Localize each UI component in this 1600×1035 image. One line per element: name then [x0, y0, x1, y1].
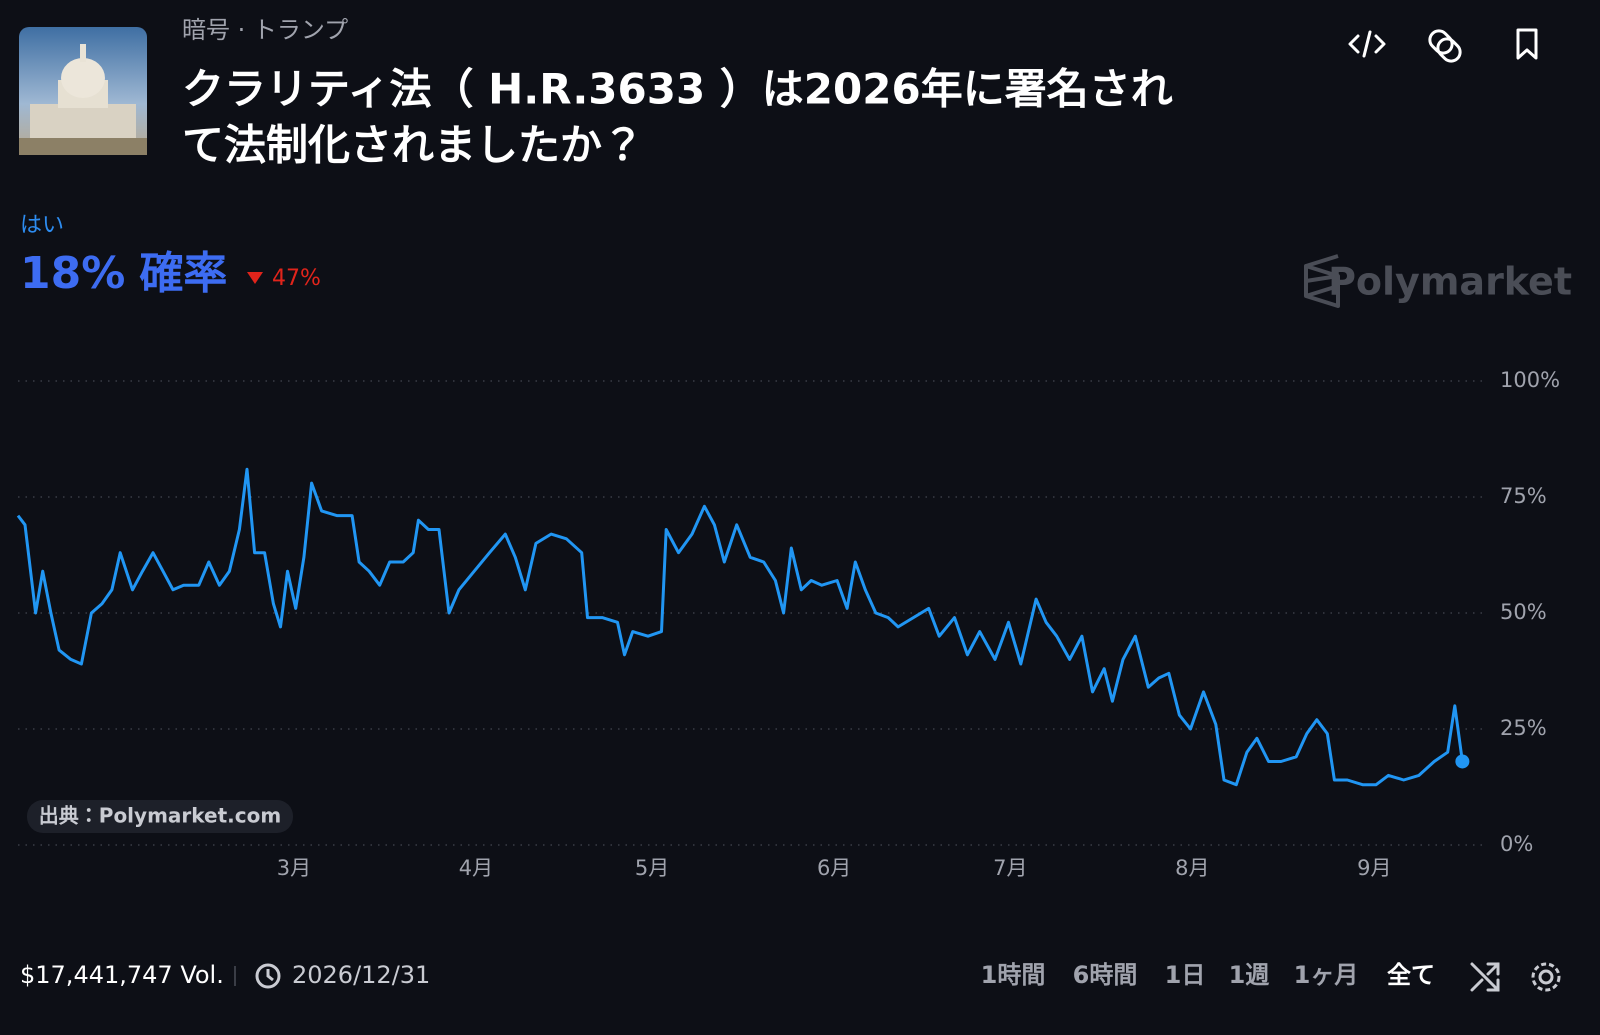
y-tick-label: 50% [1500, 600, 1547, 624]
link-icon[interactable] [1426, 27, 1464, 65]
range-buttons: 1時間 6時間 1日 1週 1ヶ月 全て [981, 961, 1435, 989]
y-tick-label: 25% [1500, 716, 1547, 740]
x-tick-label: 7月 [993, 856, 1027, 880]
x-tick-label: 3月 [277, 856, 311, 880]
range-button[interactable]: 1時間 [981, 961, 1046, 989]
x-tick-label: 5月 [635, 856, 669, 880]
current-point [1455, 754, 1470, 769]
outcome-label: はい [20, 213, 64, 238]
probability: 18% 確率 [20, 248, 227, 299]
title-line: クラリティ法（ H.R.3633 ）は2026年に署名され [182, 65, 1173, 114]
change: 47% [272, 266, 321, 291]
range-button[interactable]: 1週 [1229, 961, 1270, 989]
y-tick-label: 75% [1500, 484, 1547, 508]
embed-icon[interactable] [1348, 30, 1386, 58]
chart: 0% 25% 50% 75% 100% 3月 4月 5月 6月 7月 8月 9月 [16, 368, 1560, 880]
range-button[interactable]: 全て [1387, 961, 1435, 989]
settings-icon[interactable] [1531, 962, 1561, 992]
title-line: て法制化されましたか？ [182, 121, 644, 170]
range-button[interactable]: 6時間 [1073, 961, 1138, 989]
brand: Polymarket [1328, 260, 1572, 304]
shuffle-icon[interactable] [1470, 962, 1500, 992]
y-tick-label: 0% [1500, 832, 1533, 856]
bookmark-icon[interactable] [1516, 28, 1538, 60]
volume: $17,441,747 Vol. [20, 961, 224, 989]
range-button[interactable]: 1日 [1165, 961, 1206, 989]
source-badge [27, 800, 293, 833]
price-line [16, 467, 1464, 787]
clock-icon [255, 963, 281, 989]
x-tick-label: 6月 [817, 856, 851, 880]
x-tick-label: 4月 [459, 856, 493, 880]
source: 出典：Polymarket.com [39, 804, 281, 828]
range-button[interactable]: 1ヶ月 [1294, 961, 1359, 989]
brand-watermark: Polymarket [1304, 254, 1572, 308]
category: 暗号 · トランプ [182, 16, 348, 44]
probability-value: 18% [20, 248, 125, 299]
x-tick-label: 9月 [1357, 856, 1391, 880]
x-tick-label: 8月 [1175, 856, 1209, 880]
market-image [19, 27, 147, 155]
probability-word: 確率 [139, 248, 227, 299]
down-arrow [247, 272, 263, 284]
end-date: 2026/12/31 [292, 961, 430, 989]
y-tick-label: 100% [1500, 368, 1560, 392]
